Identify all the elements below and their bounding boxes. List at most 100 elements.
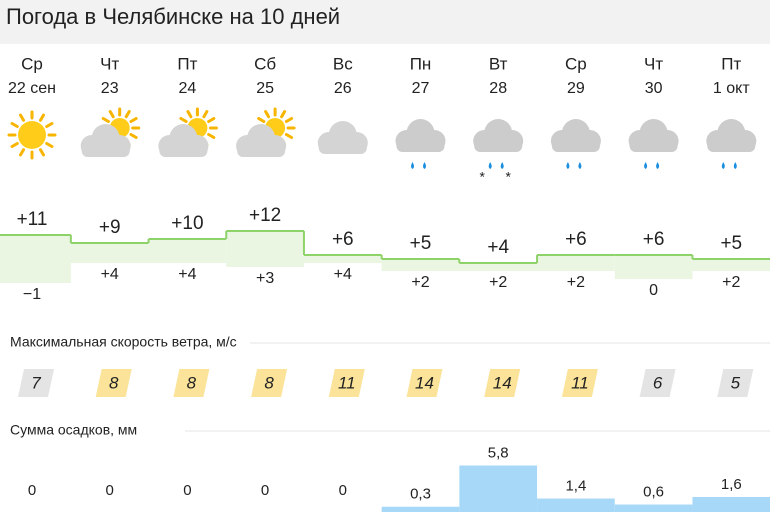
temp-min: +2 xyxy=(411,274,429,291)
weather-icon xyxy=(80,107,141,157)
precip-value: 1,6 xyxy=(721,476,742,493)
date: 23 xyxy=(101,80,119,97)
temp-max: +5 xyxy=(410,233,432,254)
date: 24 xyxy=(179,80,197,97)
drop xyxy=(566,162,570,169)
date: 25 xyxy=(256,80,274,97)
header-bg xyxy=(0,0,770,44)
temp-min: −1 xyxy=(23,286,41,303)
sun-ray xyxy=(45,142,54,148)
precip-value: 0 xyxy=(106,482,114,499)
temp-band xyxy=(303,255,382,263)
weather-icon: * * xyxy=(473,119,524,185)
wind-speed: 5 xyxy=(731,373,741,392)
wind-speed: 11 xyxy=(338,373,356,392)
precip-value: 1,4 xyxy=(565,477,586,494)
wind-badge xyxy=(328,369,365,397)
cloud-part xyxy=(474,139,523,152)
weekday: Сб xyxy=(254,54,276,73)
precip-value: 0,6 xyxy=(643,483,664,500)
sun-ray xyxy=(124,110,131,119)
date: 27 xyxy=(412,80,430,97)
precip-value: 0 xyxy=(28,482,36,499)
cloud-part xyxy=(551,139,600,152)
wind-speed: 14 xyxy=(415,373,434,392)
temp-min: 0 xyxy=(649,282,658,299)
temp-band xyxy=(459,263,538,271)
sun xyxy=(18,121,46,149)
cloud-part xyxy=(629,139,678,152)
weekday: Ср xyxy=(21,54,43,73)
wind-badge xyxy=(484,369,521,397)
date: 26 xyxy=(334,80,352,97)
temp-band xyxy=(148,239,227,263)
cloud-part xyxy=(237,144,286,157)
temp-band xyxy=(0,235,71,283)
sun-ray xyxy=(108,110,115,119)
precip-bar xyxy=(459,465,538,512)
temp-max: +6 xyxy=(643,229,665,250)
weekday: Чт xyxy=(644,54,663,73)
drop xyxy=(721,162,725,169)
precip-header: Сумма осадков, мм xyxy=(10,422,137,438)
drop xyxy=(423,162,426,169)
weekday: Пт xyxy=(177,54,197,73)
precip-value: 0 xyxy=(261,482,269,499)
drop xyxy=(644,162,648,169)
sun-ray xyxy=(207,133,216,139)
precip-value: 0 xyxy=(339,482,347,499)
cloud-part xyxy=(81,144,130,157)
wind-badge xyxy=(251,369,288,397)
drop xyxy=(578,162,582,169)
wind-speed: 6 xyxy=(653,373,663,392)
weather-icon xyxy=(158,107,218,157)
sun-ray xyxy=(129,133,138,139)
date: 30 xyxy=(645,80,663,97)
date: 22 сен xyxy=(8,80,56,97)
drop xyxy=(656,162,660,169)
temp-max: +6 xyxy=(565,229,587,250)
wind-header: Максимальная скорость ветра, м/с xyxy=(10,334,237,350)
weather-icon xyxy=(236,107,296,157)
snowflake: * xyxy=(505,169,511,185)
temp-band xyxy=(537,255,615,271)
temp-min: +4 xyxy=(334,266,352,283)
sun-ray xyxy=(10,142,19,148)
sun-ray xyxy=(10,122,19,128)
precip-bar xyxy=(692,497,770,512)
date: 29 xyxy=(567,80,585,97)
precip-bar xyxy=(614,504,693,512)
temp-min: +4 xyxy=(101,266,119,283)
wind-badge xyxy=(717,369,754,397)
sun-ray xyxy=(186,110,193,119)
drop xyxy=(500,162,504,169)
sun-ray xyxy=(284,117,294,123)
cloud-part xyxy=(318,141,367,154)
wind-speed: 14 xyxy=(493,373,512,392)
wind-speed: 8 xyxy=(187,373,197,392)
weather-icon xyxy=(706,119,757,169)
sun-ray xyxy=(45,122,54,128)
wind-speed: 8 xyxy=(109,373,119,392)
precip-value: 5,8 xyxy=(488,444,509,461)
temp-max: +11 xyxy=(17,209,48,230)
precip-bar xyxy=(381,506,460,512)
cloud-part xyxy=(159,144,208,157)
sun-ray xyxy=(257,117,266,123)
drop xyxy=(488,162,492,169)
temp-min: +2 xyxy=(722,274,740,291)
weekday: Чт xyxy=(100,54,119,73)
temp-band xyxy=(226,231,304,267)
sun-ray xyxy=(39,113,45,122)
sun-ray xyxy=(19,113,25,122)
temp-max: +12 xyxy=(249,205,281,226)
wind-badge xyxy=(406,369,443,397)
temp-min: +2 xyxy=(567,274,585,291)
wind-badge xyxy=(173,369,210,397)
weather-icon xyxy=(628,119,679,169)
wind-badge xyxy=(18,369,54,397)
weather-icon xyxy=(317,121,368,154)
snowflake: * xyxy=(479,169,485,185)
weekday: Ср xyxy=(565,54,587,73)
weekday: Пн xyxy=(410,54,432,73)
